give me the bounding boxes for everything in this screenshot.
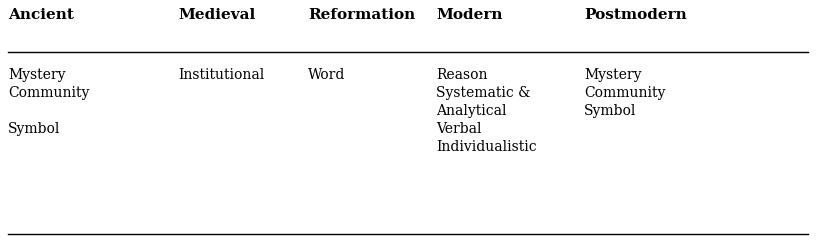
Text: Symbol: Symbol	[8, 122, 60, 136]
Text: Ancient: Ancient	[8, 8, 74, 22]
Text: Institutional: Institutional	[178, 68, 264, 82]
Text: Mystery: Mystery	[8, 68, 65, 82]
Text: Individualistic: Individualistic	[436, 140, 537, 154]
Text: Community: Community	[584, 86, 665, 100]
Text: Postmodern: Postmodern	[584, 8, 687, 22]
Text: Systematic &: Systematic &	[436, 86, 530, 100]
Text: Community: Community	[8, 86, 90, 100]
Text: Modern: Modern	[436, 8, 503, 22]
Text: Symbol: Symbol	[584, 104, 636, 118]
Text: Analytical: Analytical	[436, 104, 507, 118]
Text: Verbal: Verbal	[436, 122, 481, 136]
Text: Word: Word	[308, 68, 345, 82]
Text: Reformation: Reformation	[308, 8, 415, 22]
Text: Mystery: Mystery	[584, 68, 641, 82]
Text: Medieval: Medieval	[178, 8, 255, 22]
Text: Reason: Reason	[436, 68, 487, 82]
